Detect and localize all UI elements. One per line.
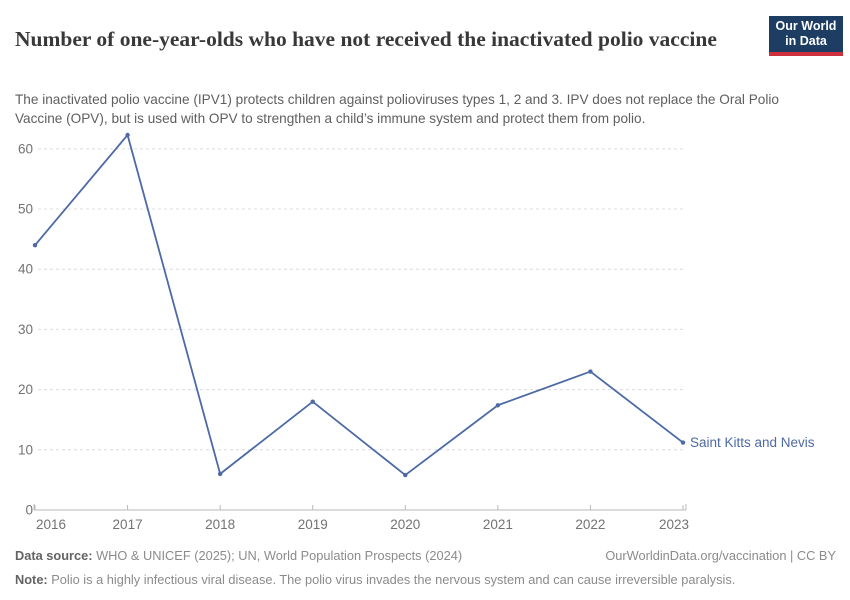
series-entity-label: Saint Kitts and Nevis xyxy=(690,435,815,450)
note-label: Note: xyxy=(15,572,48,587)
x-axis-tick-label: 2016 xyxy=(36,517,66,532)
data-point xyxy=(217,471,223,477)
y-axis-tick-label: 20 xyxy=(18,382,33,397)
y-axis-tick-label: 0 xyxy=(25,503,33,518)
x-axis-tick-label: 2020 xyxy=(390,517,420,532)
y-axis-tick-label: 40 xyxy=(18,262,33,277)
y-axis-tick-label: 60 xyxy=(18,141,33,156)
owid-logo: Our World in Data xyxy=(769,16,843,56)
license-text: OurWorldinData.org/vaccination | CC BY xyxy=(605,548,836,563)
trend-line xyxy=(34,134,684,476)
data-point xyxy=(125,132,130,138)
data-source-text: Data source: WHO & UNICEF (2025); UN, Wo… xyxy=(15,544,462,568)
data-point xyxy=(403,472,408,478)
note-value: Polio is a highly infectious viral disea… xyxy=(47,572,736,587)
data-point xyxy=(310,399,315,404)
data-point xyxy=(495,403,501,408)
data-point xyxy=(588,369,593,374)
chart-subtitle: The inactivated polio vaccine (IPV1) pro… xyxy=(15,91,779,126)
x-axis-tick-label: 2018 xyxy=(205,517,235,532)
x-axis-tick-label: 2021 xyxy=(483,517,513,532)
page-title: Number of one-year-olds who have not rec… xyxy=(15,27,717,52)
data-source-label: Data source: xyxy=(15,548,93,563)
y-axis-tick-label: 10 xyxy=(18,442,33,457)
data-source-value: WHO & UNICEF (2025); UN, World Populatio… xyxy=(92,548,463,563)
chart-footer: Data source: WHO & UNICEF (2025); UN, Wo… xyxy=(15,544,836,592)
y-axis-tick-label: 50 xyxy=(18,202,33,217)
y-axis-tick-label: 30 xyxy=(18,322,33,337)
data-point xyxy=(32,242,38,248)
line-chart: 0 10 20 30 40 50 60 2016 2017 2018 2019 2020 2021 202… xyxy=(18,132,815,532)
x-axis-tick-label: 2017 xyxy=(113,517,143,532)
note-text: Note: Polio is a highly infectious viral… xyxy=(15,572,735,587)
x-axis-tick-label: 2023 xyxy=(659,517,689,532)
x-axis-tick-label: 2022 xyxy=(575,517,605,532)
owid-logo-line1: Our World xyxy=(775,19,837,33)
x-axis-tick-label: 2019 xyxy=(298,517,328,532)
data-point xyxy=(680,440,686,445)
owid-logo-line2: in Data xyxy=(785,34,827,48)
